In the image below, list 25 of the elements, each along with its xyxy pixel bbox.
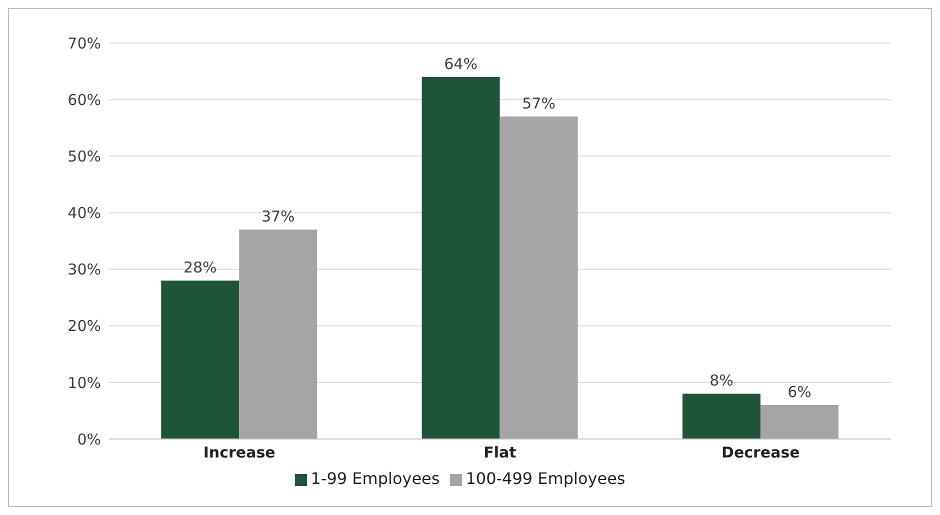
y-tick-label: 20% [68, 317, 101, 336]
data-label: 64% [444, 54, 478, 73]
bar [422, 76, 500, 439]
bar [239, 230, 318, 439]
legend-label: 100-499 Employees [466, 469, 626, 488]
bar [161, 280, 240, 439]
bar [500, 116, 578, 439]
legend-label: 1-99 Employees [310, 469, 440, 488]
data-label: 28% [183, 258, 217, 277]
data-label: 37% [261, 208, 295, 226]
x-tick-label: Increase [203, 444, 276, 462]
x-tick-label: Flat [484, 444, 516, 462]
data-label: 57% [522, 94, 556, 113]
y-tick-label: 70% [68, 34, 101, 52]
y-tick-label: 50% [68, 147, 101, 166]
data-label: 6% [788, 383, 812, 402]
y-tick-label: 30% [68, 260, 101, 279]
bar [682, 394, 760, 439]
y-tick-label: 10% [68, 374, 101, 392]
bar [760, 405, 838, 439]
y-tick-label: 40% [68, 204, 101, 222]
y-tick-label: 0% [77, 430, 101, 448]
x-tick-label: Decrease [722, 444, 800, 462]
data-label: 8% [710, 372, 734, 390]
y-tick-label: 60% [68, 90, 101, 109]
